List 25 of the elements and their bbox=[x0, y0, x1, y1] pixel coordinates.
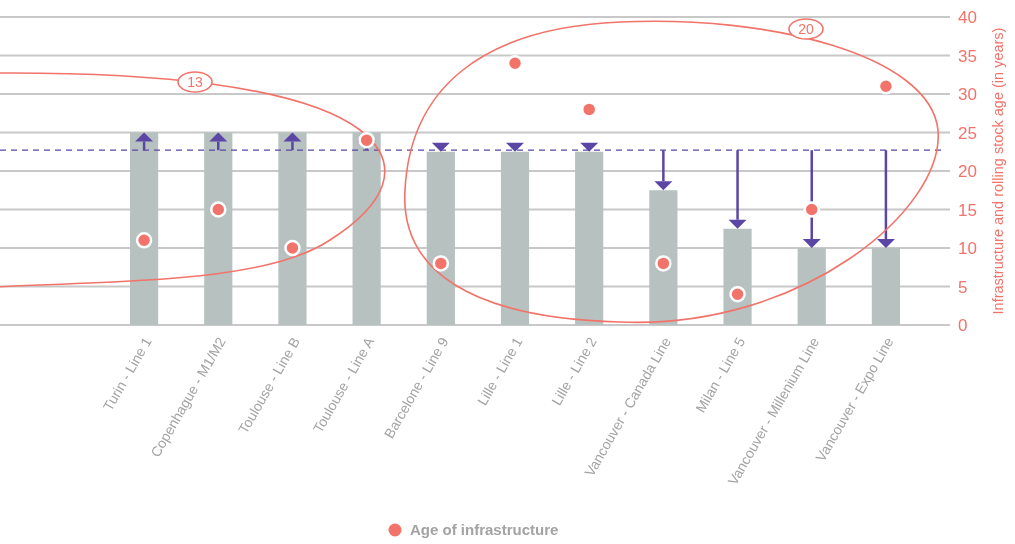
y-tick-label: 30 bbox=[958, 85, 977, 104]
point bbox=[135, 232, 153, 249]
y-tick-label: 0 bbox=[958, 316, 968, 335]
bar bbox=[204, 132, 233, 325]
point bbox=[432, 255, 450, 272]
y-tick-label: 15 bbox=[958, 200, 977, 220]
bar bbox=[129, 132, 159, 325]
legend-label: Age of infrastructure bbox=[410, 521, 559, 538]
annotation: 13 bbox=[187, 74, 203, 90]
annotation: 20 bbox=[798, 21, 814, 37]
point bbox=[284, 239, 301, 257]
y-tick-label: 25 bbox=[958, 123, 977, 143]
y-tick-label: 40 bbox=[958, 8, 977, 27]
point bbox=[210, 201, 227, 218]
y-axis-title: Infrastructure and rolling stock age (in years) bbox=[990, 27, 1006, 315]
y-tick-label: 20 bbox=[958, 162, 977, 181]
point bbox=[655, 255, 672, 272]
y-tick-label: 35 bbox=[958, 46, 977, 66]
bar bbox=[278, 132, 307, 325]
point bbox=[803, 201, 820, 218]
y-tick-label: 5 bbox=[958, 277, 968, 297]
y-tick-label: 10 bbox=[958, 239, 977, 258]
point bbox=[358, 131, 375, 149]
bar bbox=[352, 132, 381, 325]
point bbox=[729, 285, 746, 303]
